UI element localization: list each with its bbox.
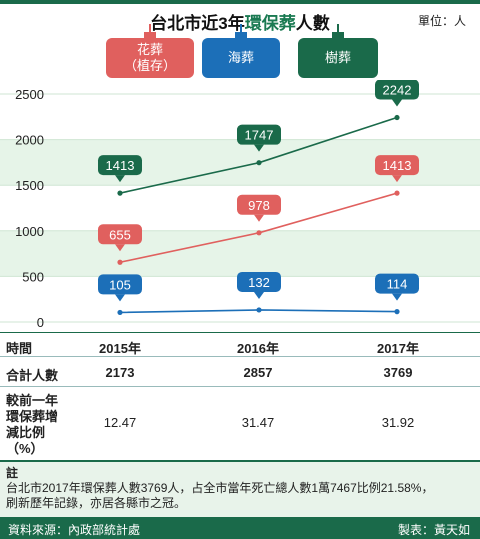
data-label-pointer xyxy=(254,291,264,299)
y-tick-label: 2500 xyxy=(15,87,44,102)
legend-cap xyxy=(144,32,156,38)
data-label: 114 xyxy=(387,277,408,292)
data-label: 1747 xyxy=(245,128,274,143)
legend-stem xyxy=(337,24,339,34)
data-label-bubble xyxy=(98,274,142,295)
line-chart: 0 500 1000 1500 2000 2500 1413 1747 2242 655 978 14… xyxy=(0,80,480,330)
footer: 資料來源：內政部統計處 製表：黃天如 xyxy=(0,517,480,539)
legend-tree-burial: 樹葬 xyxy=(298,24,378,78)
chart-title: 台北市近3年環保葬人數 xyxy=(0,9,480,34)
data-label-bubble xyxy=(375,80,419,100)
year-cell: 2015年 xyxy=(99,341,141,356)
data-point xyxy=(256,230,262,236)
row-label-total: 合計人數 xyxy=(6,368,59,383)
growth-label-line: 減比例 xyxy=(6,425,46,440)
data-point xyxy=(117,190,123,196)
legend-label: 花葬 xyxy=(136,42,163,57)
year-cell: 2016年 xyxy=(237,341,279,356)
total-cell: 2857 xyxy=(243,365,273,380)
data-point xyxy=(394,114,400,121)
data-label-pointer xyxy=(254,214,264,222)
data-label-pointer xyxy=(115,294,125,302)
data-label-bubble xyxy=(237,124,281,145)
legend-sublabel: （植存） xyxy=(123,58,176,73)
note-heading: 註 xyxy=(6,466,19,480)
legend-flower-burial: 花葬 （植存） xyxy=(106,24,194,78)
y-tick-label: 2000 xyxy=(15,133,44,148)
total-cell: 3769 xyxy=(383,365,413,380)
y-tick-label: 500 xyxy=(22,269,44,284)
data-point xyxy=(117,309,123,316)
data-label: 132 xyxy=(248,275,270,290)
row-label-time: 時間 xyxy=(6,341,33,356)
data-label-pointer xyxy=(392,175,402,183)
growth-label-line: 較前一年 xyxy=(6,393,59,408)
grid-band xyxy=(0,230,480,277)
data-label: 655 xyxy=(109,227,131,242)
data-label-bubble xyxy=(375,155,419,176)
table-row-growth: 較前一年 環保葬增 減比例 （%） 12.47 31.47 31.92 xyxy=(0,386,480,460)
legend-cap xyxy=(235,32,247,38)
legend-label: 樹葬 xyxy=(324,50,351,65)
y-tick-label: 0 xyxy=(37,315,44,330)
data-point xyxy=(256,160,262,166)
growth-label-line: 環保葬增 xyxy=(6,409,59,424)
title-highlight: 環保葬 xyxy=(244,14,296,33)
data-point xyxy=(394,190,400,196)
y-tick-label: 1000 xyxy=(15,224,44,239)
data-label-bubble xyxy=(375,273,419,294)
data-label-bubble xyxy=(98,224,142,245)
maker-label: 製表：黃天如 xyxy=(397,523,470,537)
growth-cell: 31.47 xyxy=(241,415,275,430)
data-label-pointer xyxy=(254,144,264,152)
data-label-pointer xyxy=(115,244,125,252)
data-label: 978 xyxy=(248,198,270,213)
note-box: 註 台北市2017年環保葬人數3769人，占全市當年死亡總人數1萬7467比例2… xyxy=(0,460,480,517)
title-bar: 台北市近3年環保葬人數 單位：人 xyxy=(0,0,480,33)
data-point xyxy=(256,307,262,313)
data-label-pointer xyxy=(115,175,125,183)
year-cell: 2017年 xyxy=(377,341,419,356)
total-cell: 2173 xyxy=(105,365,135,380)
unit-label: 單位：人 xyxy=(417,14,466,28)
data-label-bubble xyxy=(237,271,281,292)
data-label-pointer xyxy=(392,293,402,301)
row-label-growth: 較前一年 環保葬增 減比例 （%） xyxy=(6,393,58,457)
source-label: 資料來源：內政部統計處 xyxy=(8,523,141,537)
note-text: 刷新歷年記錄，亦居各縣市之冠。 xyxy=(6,496,187,510)
data-label-bubble xyxy=(237,194,281,215)
data-point xyxy=(117,259,123,265)
growth-cell: 31.92 xyxy=(381,415,415,430)
data-label-bubble xyxy=(98,155,142,176)
data-label: 105 xyxy=(109,277,131,292)
title-suffix: 人數 xyxy=(295,14,330,33)
data-point xyxy=(394,309,400,315)
table-row-year: 時間 2015年 2016年 2017年 xyxy=(0,332,480,356)
note-text: 台北市2017年環保葬人數3769人，占全市當年死亡總人數1萬7467比例21.… xyxy=(6,481,434,495)
legend-stem xyxy=(149,24,151,34)
y-tick-label: 1500 xyxy=(15,178,44,193)
legend-sea-burial: 海葬 xyxy=(202,24,280,78)
legend-label: 海葬 xyxy=(227,50,254,65)
data-label: 1413 xyxy=(106,158,135,173)
title-prefix: 台北市近3年 xyxy=(150,14,245,33)
legend-stem xyxy=(240,24,242,34)
legend-cap xyxy=(332,32,344,38)
growth-label-line: （%） xyxy=(6,441,44,456)
data-label: 1413 xyxy=(383,158,412,173)
growth-cell: 12.47 xyxy=(103,415,137,430)
data-label: 2242 xyxy=(383,83,412,98)
data-label-pointer xyxy=(392,99,402,107)
table-row-total: 合計人數 2173 2857 3769 xyxy=(0,356,480,386)
